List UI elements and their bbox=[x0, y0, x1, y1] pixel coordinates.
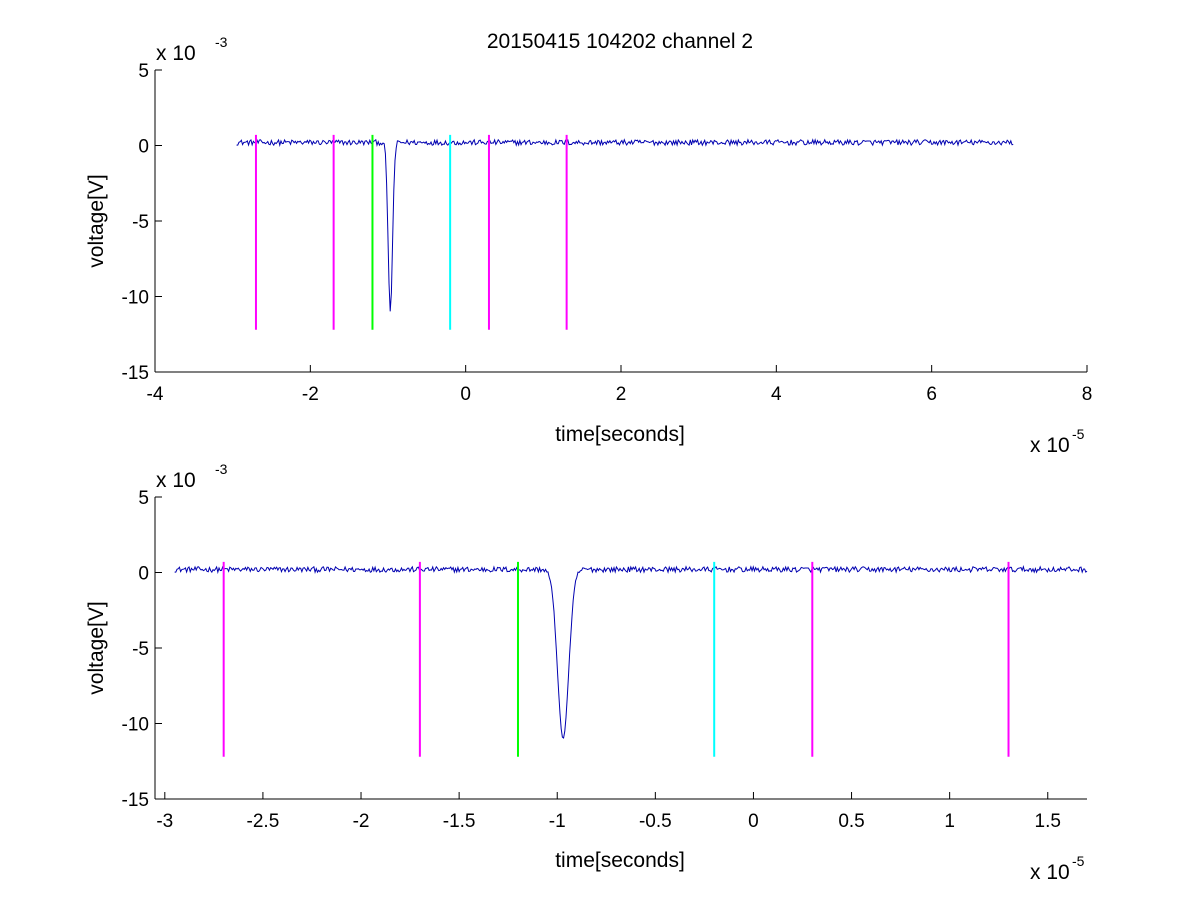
x-tick-label: 4 bbox=[771, 384, 782, 405]
y-exponent: x 10 -3 bbox=[156, 461, 228, 492]
x-tick-label: 0 bbox=[460, 384, 471, 405]
y-tick-label: -15 bbox=[122, 363, 149, 384]
y-tick-label: 5 bbox=[138, 61, 149, 82]
x-tick-label: -2 bbox=[302, 384, 319, 405]
x-exponent-base: x 10 bbox=[1030, 434, 1070, 457]
x-tick-label: 2 bbox=[616, 384, 627, 405]
y-exponent-power: -3 bbox=[215, 34, 228, 50]
y-exponent: x 10 -3 bbox=[156, 34, 228, 65]
x-tick-label: 1 bbox=[944, 811, 955, 832]
signal-series bbox=[174, 565, 1088, 739]
x-axis-label: time[seconds] bbox=[555, 423, 685, 446]
signal-series bbox=[236, 138, 1014, 312]
x-exponent-power: -5 bbox=[1072, 853, 1085, 869]
subplot-full-range: -4 -2 0 2 4 6 8 5 0 -5 -10 -15 time[seconds] voltag… bbox=[85, 34, 1092, 457]
x-tick-label: -2 bbox=[353, 811, 370, 832]
subplot-zoomed: -3 -2.5 -2 -1.5 -1 -0.5 0 0.5 1 1.5 5 0 -5 -10 -15 tim… bbox=[85, 461, 1088, 884]
y-tick-label: 5 bbox=[138, 488, 149, 509]
y-tick-label: -5 bbox=[132, 639, 149, 660]
x-axis-label: time[seconds] bbox=[555, 849, 685, 872]
figure-title: 20150415 104202 channel 2 bbox=[487, 30, 753, 53]
y-exponent-power: -3 bbox=[215, 461, 228, 477]
y-axis-label: voltage[V] bbox=[85, 601, 108, 694]
x-tick-label: -1 bbox=[549, 811, 566, 832]
x-tick-label: -1.5 bbox=[443, 811, 476, 832]
x-exponent: x 10 -5 bbox=[1030, 853, 1085, 884]
x-exponent: x 10 -5 bbox=[1030, 426, 1085, 457]
x-exponent-power: -5 bbox=[1072, 426, 1085, 442]
y-tick-label: 0 bbox=[138, 137, 149, 158]
y-tick-label: -10 bbox=[122, 715, 149, 736]
x-tick-label: 6 bbox=[926, 384, 937, 405]
y-tick-label: 0 bbox=[138, 564, 149, 585]
y-tick-label: -10 bbox=[122, 288, 149, 309]
x-tick-label: -4 bbox=[147, 384, 164, 405]
plot-area: -4 -2 0 2 4 6 8 5 0 -5 -10 -15 bbox=[122, 61, 1093, 405]
x-exponent-base: x 10 bbox=[1030, 861, 1070, 884]
x-tick-label: 0.5 bbox=[838, 811, 864, 832]
x-tick-label: 8 bbox=[1082, 384, 1093, 405]
y-exponent-base: x 10 bbox=[156, 42, 196, 65]
y-tick-label: -15 bbox=[122, 790, 149, 811]
plot-area: -3 -2.5 -2 -1.5 -1 -0.5 0 0.5 1 1.5 5 0 -5 -10 -15 bbox=[122, 488, 1088, 832]
x-tick-label: -2.5 bbox=[247, 811, 280, 832]
x-tick-label: -3 bbox=[156, 811, 173, 832]
x-tick-label: 1.5 bbox=[1035, 811, 1061, 832]
y-tick-label: -5 bbox=[132, 212, 149, 233]
x-tick-label: 0 bbox=[748, 811, 759, 832]
y-axis-label: voltage[V] bbox=[85, 174, 108, 267]
y-exponent-base: x 10 bbox=[156, 469, 196, 492]
x-tick-label: -0.5 bbox=[639, 811, 672, 832]
